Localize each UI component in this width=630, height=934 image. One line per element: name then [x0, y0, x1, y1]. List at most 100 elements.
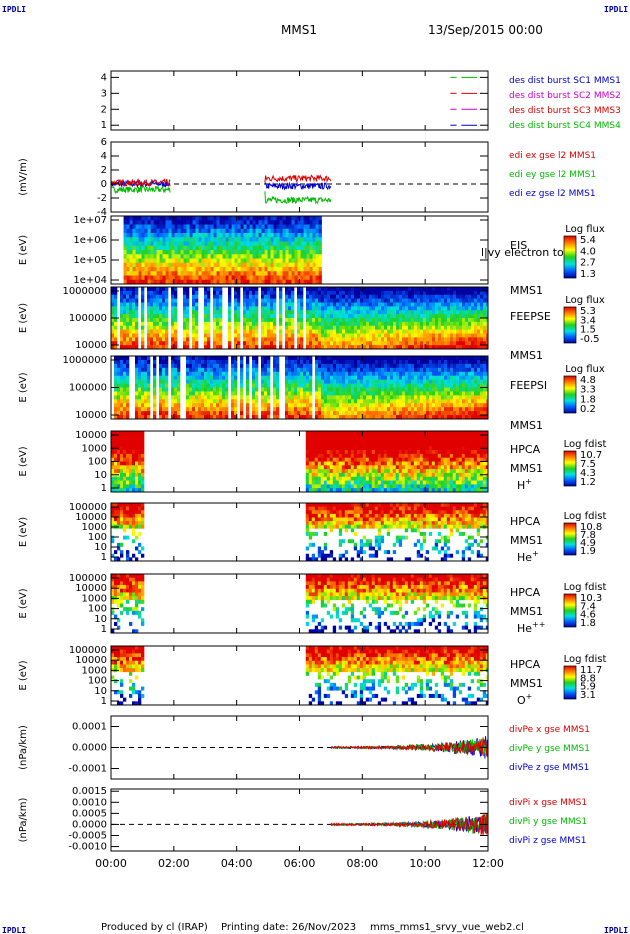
spectrogram-cell: [360, 310, 364, 315]
spectrogram-cell: [411, 318, 415, 323]
spectrogram-cell: [420, 387, 424, 392]
spectrogram-cell: [162, 298, 166, 303]
spectrogram-cell: [396, 359, 400, 365]
spectrogram-cell: [327, 367, 331, 373]
spectrogram-cell: [486, 310, 488, 315]
spectrogram-cell: [363, 337, 367, 342]
spectrogram-cell: [390, 415, 394, 419]
spectrogram-cell: [213, 228, 217, 234]
spectrogram-cell: [213, 325, 217, 330]
spectrogram-cell: [156, 279, 160, 284]
spectrogram-cell: [132, 267, 136, 272]
spectrogram-cell: [204, 367, 208, 373]
spectrogram-cell: [435, 321, 439, 327]
spectrogram-cell: [300, 356, 304, 361]
spectrogram-cell: [126, 488, 130, 492]
spectrogram-cell: [474, 379, 478, 384]
spectrogram-cell: [243, 321, 247, 327]
spectrogram-cell: [429, 356, 433, 361]
spectrogram-cell: [123, 228, 127, 234]
spectrogram-cell: [210, 415, 214, 419]
spectrogram-cell: [219, 333, 223, 338]
spectrogram-cell: [369, 363, 373, 369]
spectrogram-cell: [120, 488, 124, 492]
spectrogram-cell: [444, 395, 448, 400]
spectrogram-cell: [297, 267, 301, 272]
spectrogram-cell: [311, 457, 316, 462]
spectrogram-cell: [135, 325, 139, 330]
spectrogram-cell: [204, 387, 208, 392]
spectrogram-cell: [195, 302, 199, 307]
spectrogram-cell: [405, 371, 409, 376]
spectrogram-cell: [183, 267, 187, 272]
panel-plot-area: [111, 174, 488, 205]
spectrogram-cell: [315, 407, 319, 412]
series-trace: [264, 191, 332, 205]
spectrogram-cell: [465, 345, 469, 349]
spectrogram-cell: [420, 294, 424, 299]
spectrogram-cell: [486, 298, 488, 303]
spectrogram-cell: [414, 310, 418, 315]
spectrogram-cell: [219, 241, 223, 247]
spectrogram-cell: [288, 399, 292, 404]
spectrogram-cell: [195, 341, 199, 346]
spectrogram-cell: [252, 341, 256, 346]
spectrogram-cell: [189, 241, 193, 247]
spectrogram-cell: [450, 294, 454, 299]
spectrogram-cell: [480, 325, 484, 330]
spectrogram-cell: [135, 434, 139, 439]
spectrogram-cell: [309, 325, 313, 330]
spectrogram-cell: [285, 341, 289, 346]
spectrogram-cell: [189, 228, 193, 234]
spectrogram-cell: [264, 407, 268, 412]
spectrogram-cell: [192, 395, 196, 400]
spectrogram-cell: [213, 379, 217, 384]
spectrogram-cell: [306, 415, 310, 419]
spectrogram-cell: [474, 391, 478, 396]
spectrogram-cell: [186, 250, 190, 255]
spectrogram-cell: [297, 411, 301, 416]
spectrogram-cell: [291, 415, 295, 419]
spectrogram-cell: [339, 290, 343, 296]
spectrogram-cell: [399, 329, 403, 334]
spectrogram-cell: [162, 250, 166, 255]
spectrogram-cell: [147, 216, 151, 221]
spectrogram-cell: [363, 325, 367, 330]
spectrogram-cell: [123, 391, 127, 396]
spectrogram-cell: [144, 371, 148, 376]
spectrogram-cell: [207, 228, 211, 234]
spectrogram-cell: [120, 399, 124, 404]
spectrogram-cell: [279, 254, 283, 259]
spectrogram-cell: [243, 262, 247, 268]
spectrogram-cell: [435, 411, 439, 416]
spectrogram-cell: [441, 333, 445, 338]
colorbar-tick-label: 1.3: [580, 269, 596, 280]
spectrogram-cell: [447, 329, 451, 334]
spectrogram-cell: [426, 387, 430, 392]
spectrogram-cell: [177, 367, 181, 373]
spectrogram-cell: [375, 329, 379, 334]
spectrogram-cell: [123, 484, 127, 489]
spectrogram-cell: [288, 228, 292, 234]
spectrogram-cell: [345, 310, 349, 315]
spectrogram-cell: [357, 391, 361, 396]
spectrogram-cell: [192, 399, 196, 404]
spectrogram-cell: [405, 290, 409, 296]
spectrogram-cell: [357, 411, 361, 416]
spectrogram-cell: [243, 250, 247, 255]
spectrogram-cell: [198, 258, 202, 264]
spectrogram-cell: [279, 267, 283, 272]
spectrogram-cell: [207, 325, 211, 330]
spectrogram-cell: [183, 275, 187, 281]
spectrogram-cell: [477, 310, 481, 315]
spectrogram-cell: [459, 329, 463, 334]
spectrogram-cell: [120, 302, 124, 307]
spectrogram-cell: [267, 254, 271, 259]
spectrogram-cell: [423, 318, 427, 323]
spectrogram-cell: [135, 363, 139, 369]
spectrogram-cell: [258, 224, 262, 230]
spectrogram-cell: [387, 399, 391, 404]
spectrogram-cell: [138, 469, 142, 474]
spectrogram-cell: [249, 224, 253, 230]
spectrogram-cell: [306, 220, 310, 225]
